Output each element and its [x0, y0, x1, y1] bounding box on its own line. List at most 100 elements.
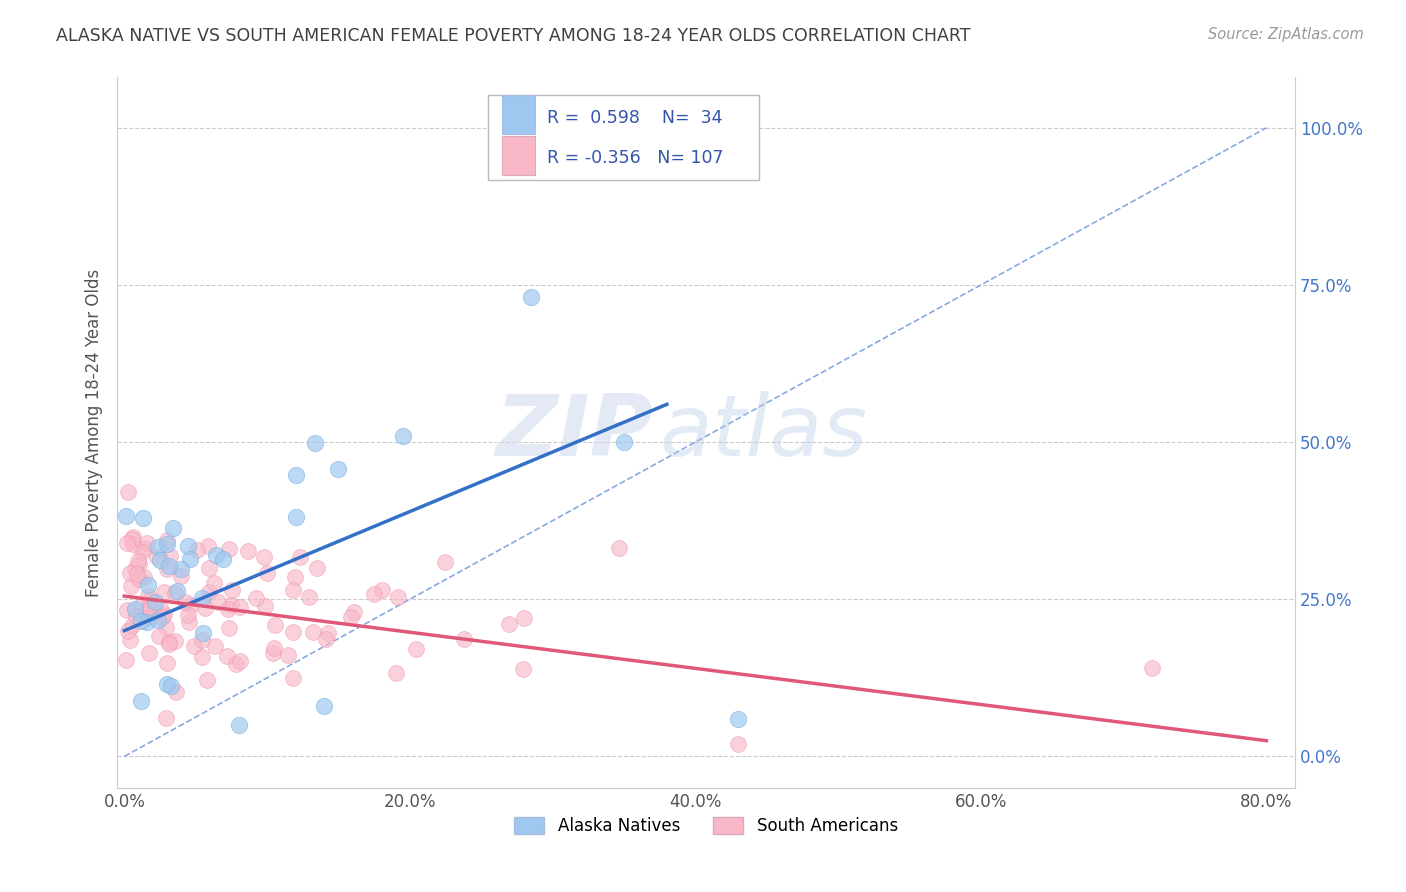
Point [162, 521, 184, 535]
Point [253, 599, 276, 614]
Point [120, 579, 142, 593]
Point [179, 552, 201, 566]
Point [284, 510, 307, 524]
Point [166, 583, 188, 598]
Point [169, 569, 191, 583]
Point [387, 590, 409, 604]
Point [1142, 661, 1164, 675]
Point [228, 718, 250, 732]
Point [156, 657, 179, 671]
Point [117, 536, 139, 550]
Point [370, 583, 392, 598]
Point [304, 436, 326, 450]
Point [405, 642, 427, 657]
Point [115, 603, 138, 617]
Text: ZIP: ZIP [495, 391, 654, 475]
Point [114, 653, 136, 667]
Bar [488, 95, 759, 180]
Point [433, 555, 456, 569]
Point [314, 699, 336, 714]
Point [340, 610, 363, 624]
Point [198, 584, 221, 599]
Point [191, 649, 214, 664]
Bar [502, 136, 536, 175]
Point [277, 648, 299, 662]
Point [221, 582, 243, 597]
Point [135, 615, 157, 630]
Point [159, 679, 181, 693]
Point [197, 539, 219, 553]
Point [129, 614, 152, 628]
Point [157, 558, 180, 573]
Point [118, 566, 141, 581]
Point [198, 561, 221, 575]
Point [238, 544, 260, 558]
Point [202, 576, 225, 591]
Point [155, 620, 177, 634]
Point [186, 542, 208, 557]
Point [245, 591, 267, 605]
Point [159, 549, 181, 563]
Point [139, 593, 162, 607]
Text: atlas: atlas [659, 391, 868, 475]
Point [177, 539, 200, 553]
Point [135, 611, 157, 625]
Point [609, 541, 631, 555]
Point [512, 662, 534, 676]
Point [156, 533, 179, 547]
Point [281, 583, 304, 598]
Point [298, 590, 321, 604]
Point [256, 566, 278, 580]
Point [284, 467, 307, 482]
Point [163, 585, 186, 599]
Point [124, 562, 146, 576]
Point [225, 657, 247, 671]
Point [121, 532, 143, 546]
Point [118, 633, 141, 648]
Point [513, 610, 536, 624]
Point [391, 429, 413, 443]
Point [204, 640, 226, 654]
Point [136, 536, 159, 550]
Point [302, 624, 325, 639]
Point [284, 570, 307, 584]
Point [127, 567, 149, 582]
Point [343, 605, 366, 619]
Point [127, 553, 149, 567]
Point [138, 578, 160, 592]
Point [149, 600, 172, 615]
Point [180, 598, 202, 612]
Point [131, 694, 153, 708]
Text: R =  0.598    N=  34: R = 0.598 N= 34 [547, 109, 723, 127]
Point [128, 572, 150, 586]
Point [155, 711, 177, 725]
Point [318, 626, 340, 640]
Point [207, 595, 229, 609]
Point [152, 607, 174, 621]
Point [727, 737, 749, 751]
Point [131, 599, 153, 613]
Point [229, 654, 252, 668]
Point [229, 599, 252, 614]
Point [191, 632, 214, 647]
Point [288, 549, 311, 564]
Point [156, 676, 179, 690]
Point [152, 584, 174, 599]
Text: R = -0.356   N= 107: R = -0.356 N= 107 [547, 150, 724, 168]
Point [132, 511, 155, 525]
Point [520, 290, 543, 304]
Point [121, 619, 143, 633]
Point [117, 624, 139, 638]
Point [218, 621, 240, 635]
Point [150, 609, 173, 624]
Point [115, 509, 138, 524]
Point [141, 608, 163, 623]
Point [283, 624, 305, 639]
Point [138, 601, 160, 615]
Point [163, 634, 186, 648]
Point [177, 607, 200, 622]
Point [263, 641, 285, 656]
Point [498, 617, 520, 632]
Point [385, 666, 408, 681]
Point [155, 537, 177, 551]
